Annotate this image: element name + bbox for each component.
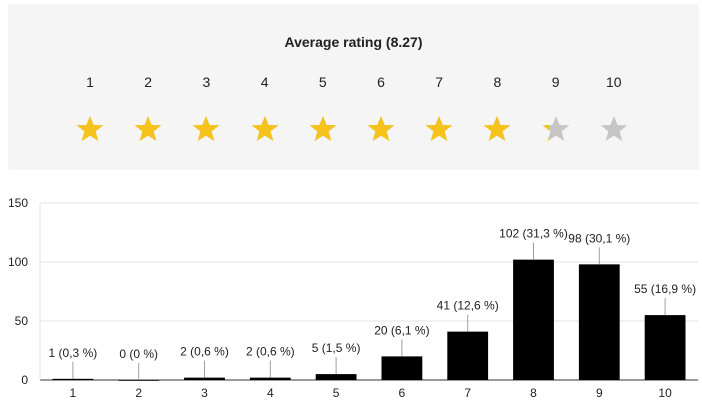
y-tick-label: 100 bbox=[8, 255, 28, 269]
star-number: 1 bbox=[86, 74, 94, 90]
star-number: 3 bbox=[202, 74, 211, 90]
star-icon bbox=[251, 116, 278, 141]
data-label: 5 (1,5 %) bbox=[312, 341, 361, 355]
star-number: 10 bbox=[606, 74, 622, 90]
star-icon bbox=[309, 116, 337, 141]
x-tick-label: 9 bbox=[596, 386, 603, 400]
rating-distribution-chart: 0 50 100 150 1 1 (0,3 %) 2 0 (0 %) 3 2 (0,6 %) 4 2 … bbox=[8, 196, 698, 400]
bar bbox=[644, 315, 686, 380]
data-label: 0 (0 %) bbox=[119, 347, 158, 361]
star-icon bbox=[484, 116, 511, 141]
x-tick-label: 7 bbox=[464, 386, 471, 400]
bar bbox=[249, 377, 291, 380]
star-number: 9 bbox=[551, 74, 560, 90]
bar bbox=[578, 264, 620, 380]
x-tick-label: 6 bbox=[399, 386, 406, 400]
data-label: 55 (16,9 %) bbox=[634, 282, 696, 296]
average-rating-title: Average rating (8.27) bbox=[284, 34, 423, 50]
star-icon bbox=[134, 116, 162, 141]
x-tick-label: 8 bbox=[530, 386, 537, 400]
star-icon bbox=[600, 116, 628, 141]
x-tick-label: 10 bbox=[658, 386, 672, 400]
x-tick-label: 4 bbox=[267, 386, 274, 400]
data-label: 1 (0,3 %) bbox=[49, 346, 98, 360]
star-icon bbox=[425, 116, 453, 141]
data-label: 41 (12,6 %) bbox=[437, 299, 499, 313]
x-tick-label: 2 bbox=[135, 386, 142, 400]
data-label: 20 (6,1 %) bbox=[374, 323, 429, 337]
star-number: 2 bbox=[144, 74, 153, 90]
bar bbox=[447, 331, 489, 380]
x-tick-label: 5 bbox=[333, 386, 340, 400]
data-label: 2 (0,6 %) bbox=[246, 345, 295, 359]
bar bbox=[118, 380, 160, 381]
star-number: 7 bbox=[435, 74, 444, 90]
bar bbox=[315, 374, 357, 380]
star-icon bbox=[76, 116, 104, 141]
star-icon bbox=[367, 116, 395, 141]
rating-summary-panel: Average rating (8.27) 1 2 3 4 5 6 7 8 9 10 bbox=[8, 4, 699, 170]
star-number: 8 bbox=[493, 74, 502, 90]
bar bbox=[513, 259, 554, 380]
y-tick-label: 0 bbox=[21, 373, 28, 387]
bar bbox=[381, 356, 423, 380]
data-label: 98 (30,1 %) bbox=[568, 231, 630, 245]
star-number: 5 bbox=[318, 74, 327, 90]
y-tick-label: 150 bbox=[8, 196, 28, 210]
star-icon bbox=[193, 116, 220, 141]
bar bbox=[52, 378, 94, 380]
bar bbox=[184, 377, 225, 380]
x-tick-label: 3 bbox=[201, 386, 208, 400]
star-number: 4 bbox=[260, 74, 269, 90]
data-label: 2 (0,6 %) bbox=[180, 345, 229, 359]
x-tick-label: 1 bbox=[70, 386, 77, 400]
star-icon bbox=[542, 116, 569, 141]
y-tick-label: 50 bbox=[15, 314, 29, 328]
star-number: 6 bbox=[377, 74, 385, 90]
data-label: 102 (31,3 %) bbox=[499, 227, 568, 241]
